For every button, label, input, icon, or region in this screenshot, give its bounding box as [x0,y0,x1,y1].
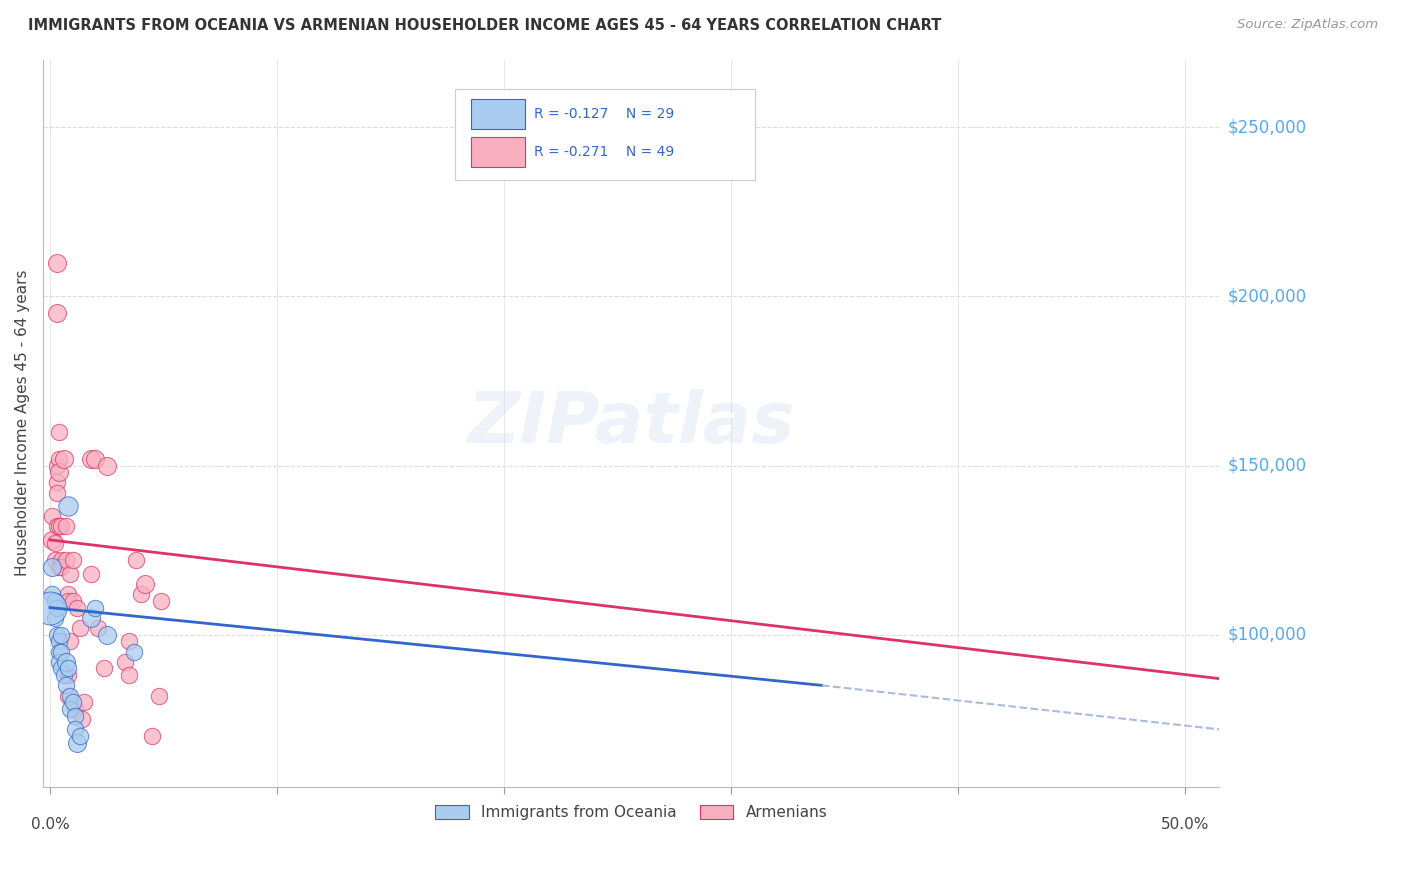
Point [44,536,66,550]
Point [48,655,70,669]
Point [48,634,70,648]
Text: R = -0.127    N = 29: R = -0.127 N = 29 [534,107,673,121]
Point [45,306,67,320]
Text: ZIPatlas: ZIPatlas [468,389,794,458]
FancyBboxPatch shape [471,137,526,167]
Point [114,655,136,669]
Point [56,499,79,513]
Point [80,451,103,466]
Point [150,594,173,608]
Point [70,712,93,726]
Point [44,611,66,625]
Point [134,577,156,591]
Point [63,708,86,723]
Point [56,689,79,703]
Point [45,255,67,269]
Text: IMMIGRANTS FROM OCEANIA VS ARMENIAN HOUSEHOLDER INCOME AGES 45 - 64 YEARS CORREL: IMMIGRANTS FROM OCEANIA VS ARMENIAN HOUS… [28,18,942,33]
Point [52,668,75,682]
Point [51,627,73,641]
Point [52,451,75,466]
Point [80,611,103,625]
Point [44,594,66,608]
Text: $100,000: $100,000 [1227,625,1306,644]
Point [55,553,77,567]
Point [51,560,73,574]
Point [48,451,70,466]
Point [59,634,82,648]
Point [48,519,70,533]
Point [86,621,108,635]
Y-axis label: Householder Income Ages 45 - 64 years: Householder Income Ages 45 - 64 years [15,270,30,576]
Point [118,668,141,682]
Point [44,553,66,567]
Point [51,644,73,658]
Text: R = -0.271    N = 49: R = -0.271 N = 49 [534,145,673,159]
Point [55,655,77,669]
Text: Source: ZipAtlas.com: Source: ZipAtlas.com [1237,18,1378,31]
Point [66,736,89,750]
Point [80,566,103,581]
Point [45,519,67,533]
Point [55,678,77,692]
Point [56,668,79,682]
Point [59,702,82,716]
Point [45,600,67,615]
Point [148,689,170,703]
FancyBboxPatch shape [454,88,755,179]
Point [141,729,163,743]
Point [129,587,152,601]
Point [69,621,91,635]
Point [125,553,148,567]
Point [48,644,70,658]
Point [41,587,63,601]
Point [56,587,79,601]
Point [45,485,67,500]
Point [66,600,89,615]
Text: 0.0%: 0.0% [31,817,69,832]
Point [59,566,82,581]
Point [55,519,77,533]
Point [96,458,118,473]
Point [48,425,70,439]
Point [45,627,67,641]
Point [84,600,107,615]
Point [59,689,82,703]
Text: $250,000: $250,000 [1227,119,1306,136]
FancyBboxPatch shape [471,99,526,129]
Point [84,451,107,466]
Point [63,702,86,716]
Point [45,458,67,473]
Point [51,661,73,675]
Point [41,560,63,574]
Point [93,661,115,675]
Point [73,695,96,709]
Point [41,509,63,524]
Point [48,560,70,574]
Point [63,723,86,737]
Text: 50.0%: 50.0% [1161,817,1209,832]
Point [51,553,73,567]
Point [45,475,67,490]
Point [62,553,84,567]
Point [62,594,84,608]
Point [56,594,79,608]
Point [41,533,63,547]
Point [122,644,145,658]
Point [51,519,73,533]
Point [96,627,118,641]
Point [56,661,79,675]
Point [118,634,141,648]
Point [48,465,70,479]
Text: $200,000: $200,000 [1227,287,1306,305]
Text: $150,000: $150,000 [1227,457,1306,475]
Legend: Immigrants from Oceania, Armenians: Immigrants from Oceania, Armenians [429,799,834,827]
Point [69,729,91,743]
Point [39,600,62,615]
Point [62,695,84,709]
